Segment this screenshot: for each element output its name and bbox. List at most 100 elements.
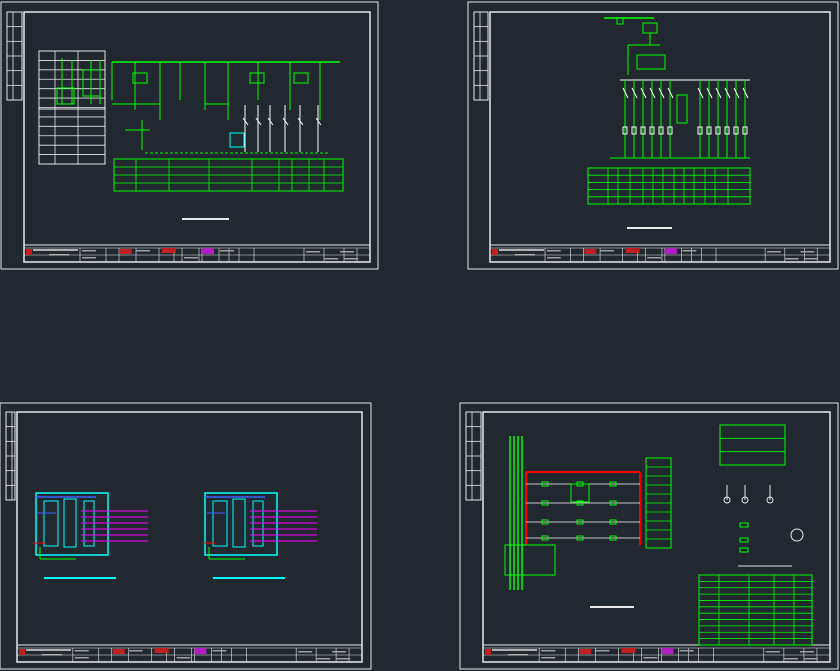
switch xyxy=(742,87,749,99)
title-block xyxy=(23,244,371,263)
title-text-block xyxy=(499,249,544,251)
title-text-block xyxy=(541,650,556,652)
terminal xyxy=(766,496,774,504)
terminal xyxy=(723,496,731,504)
title-text-block xyxy=(800,251,815,253)
breaker-box xyxy=(249,72,265,84)
title-text-block xyxy=(298,651,313,653)
fuse xyxy=(697,126,703,135)
logo xyxy=(485,649,491,655)
switch xyxy=(282,117,289,126)
title-text-block xyxy=(42,654,62,656)
switch xyxy=(706,87,713,99)
panel-outline xyxy=(35,492,109,556)
sheet-border xyxy=(467,1,839,270)
title-text-block xyxy=(340,251,354,253)
fuse xyxy=(622,126,628,135)
fuse xyxy=(667,126,673,135)
panel-cell xyxy=(43,500,59,547)
component xyxy=(541,500,549,506)
fuse xyxy=(658,126,664,135)
relay-panel xyxy=(719,424,786,466)
title-text-block xyxy=(220,250,234,252)
switch xyxy=(631,87,638,99)
title-text-block xyxy=(136,250,150,252)
title-text-block xyxy=(783,658,798,660)
magenta-stamp xyxy=(661,648,674,654)
small-box xyxy=(616,17,624,25)
switch xyxy=(622,87,629,99)
switch xyxy=(667,87,674,99)
component xyxy=(739,522,749,528)
switch xyxy=(315,117,322,126)
title-text-block xyxy=(212,650,227,652)
component xyxy=(609,481,617,487)
switch xyxy=(733,87,740,99)
title-text-block xyxy=(82,250,96,252)
title-text-block xyxy=(316,658,331,660)
title-text-block xyxy=(804,258,819,260)
title-text-block xyxy=(546,257,561,259)
logo xyxy=(26,249,32,255)
title-text-block xyxy=(784,258,799,260)
circuit-table xyxy=(587,167,751,205)
sheet-border xyxy=(459,402,839,670)
fuse xyxy=(631,126,637,135)
fuse xyxy=(649,126,655,135)
switch xyxy=(255,117,262,126)
title-text-block xyxy=(600,250,614,252)
breaker-box xyxy=(293,72,309,84)
title-text-block xyxy=(324,258,338,260)
red-stamp xyxy=(112,649,125,654)
sheet-border xyxy=(0,1,379,270)
red-stamp xyxy=(162,248,176,253)
switch xyxy=(697,87,704,99)
switch xyxy=(640,87,647,99)
title-text-block xyxy=(306,251,320,253)
title-text-block xyxy=(74,650,89,652)
device-box xyxy=(56,87,75,105)
switch xyxy=(267,117,274,126)
title-text-block xyxy=(515,254,535,256)
title-text-block xyxy=(82,257,96,259)
magenta-stamp xyxy=(194,648,207,654)
device-box xyxy=(504,544,556,576)
title-text-block xyxy=(332,651,347,653)
title-text-block xyxy=(803,658,818,660)
component xyxy=(576,535,584,541)
title-text-block xyxy=(541,657,556,659)
title-text-block xyxy=(128,650,143,652)
panel-cell xyxy=(212,500,228,547)
device-box xyxy=(676,94,688,124)
terminal xyxy=(741,496,749,504)
component xyxy=(609,500,617,506)
meter-box xyxy=(229,132,245,148)
switch xyxy=(658,87,665,99)
title-text-block xyxy=(682,250,697,252)
title-text-block xyxy=(767,251,781,253)
magenta-stamp xyxy=(664,248,677,254)
title-text-block xyxy=(344,258,358,260)
switch xyxy=(724,87,731,99)
title-text-block xyxy=(679,650,694,652)
motor xyxy=(790,528,804,542)
title-block xyxy=(489,244,831,263)
breaker-box xyxy=(132,72,148,84)
component xyxy=(609,519,617,525)
title-text-block xyxy=(546,250,561,252)
component xyxy=(541,535,549,541)
fuse xyxy=(742,126,748,135)
title-text-block xyxy=(647,257,661,259)
title-text-block xyxy=(799,651,814,653)
switch xyxy=(297,117,304,126)
title-block xyxy=(482,644,831,663)
title-text-block xyxy=(492,649,537,651)
panel-outline xyxy=(204,492,278,556)
switch xyxy=(649,87,656,99)
logo xyxy=(492,249,498,255)
title-text-block xyxy=(508,654,528,656)
component xyxy=(576,500,584,506)
device-box xyxy=(570,483,590,503)
fuse xyxy=(733,126,739,135)
